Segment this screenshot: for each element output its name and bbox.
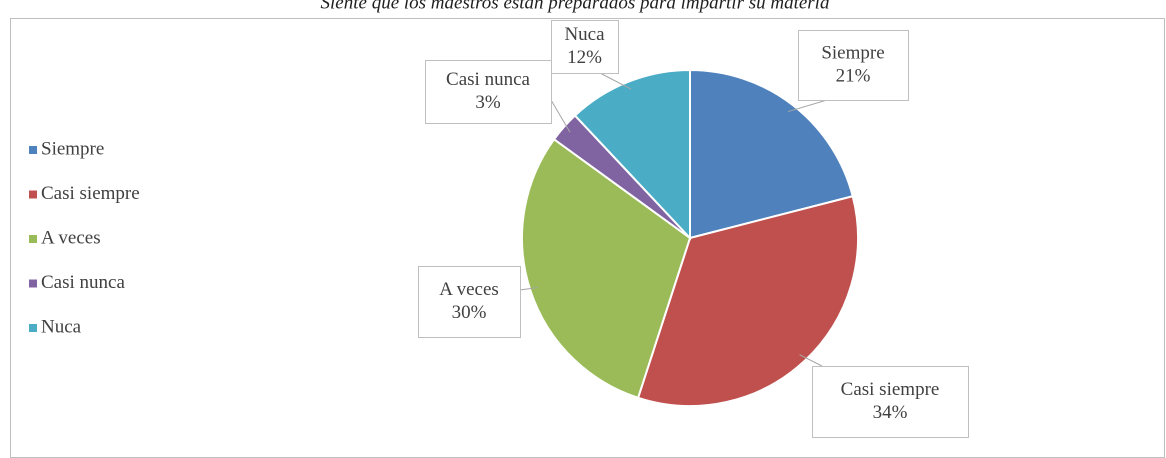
data-label-box (812, 366, 969, 438)
leader-line (799, 354, 823, 367)
leader-line (787, 99, 828, 113)
data-label-value: 12% (567, 47, 602, 68)
legend-swatch (29, 190, 37, 199)
legend-swatch (29, 279, 37, 288)
legend-label: Nuca (41, 316, 82, 337)
data-label-name: A veces (439, 279, 499, 300)
leader-line (519, 286, 538, 291)
data-label-value: 3% (475, 92, 501, 113)
pie-slice (689, 68, 854, 240)
data-label-name: Nuca (564, 24, 605, 45)
data-label-value: 30% (452, 302, 487, 323)
data-label-name: Siempre (821, 42, 884, 63)
legend-label: A veces (41, 227, 101, 248)
data-label-name: Casi siempre (841, 379, 940, 400)
data-label-box (418, 266, 521, 338)
data-label-box (551, 20, 619, 74)
legend-swatch (29, 235, 37, 243)
legend-swatch (29, 146, 37, 154)
pie-slice (521, 137, 692, 400)
chart-title: Siente que los maestros están preparados… (321, 0, 830, 13)
legend-label: Siempre (41, 138, 104, 159)
pie-slice (636, 195, 859, 407)
leader-line (550, 99, 571, 133)
data-label-value: 34% (873, 402, 908, 423)
legend-label: Casi nunca (41, 272, 125, 293)
data-label-box (798, 30, 909, 101)
leader-line (599, 72, 632, 90)
data-label-value: 21% (836, 65, 871, 86)
legend-swatch (29, 324, 37, 332)
data-label-name: Casi nunca (446, 69, 530, 90)
data-label-box (425, 60, 552, 124)
pie-slice (573, 68, 691, 241)
legend-label: Casi siempre (41, 183, 140, 204)
